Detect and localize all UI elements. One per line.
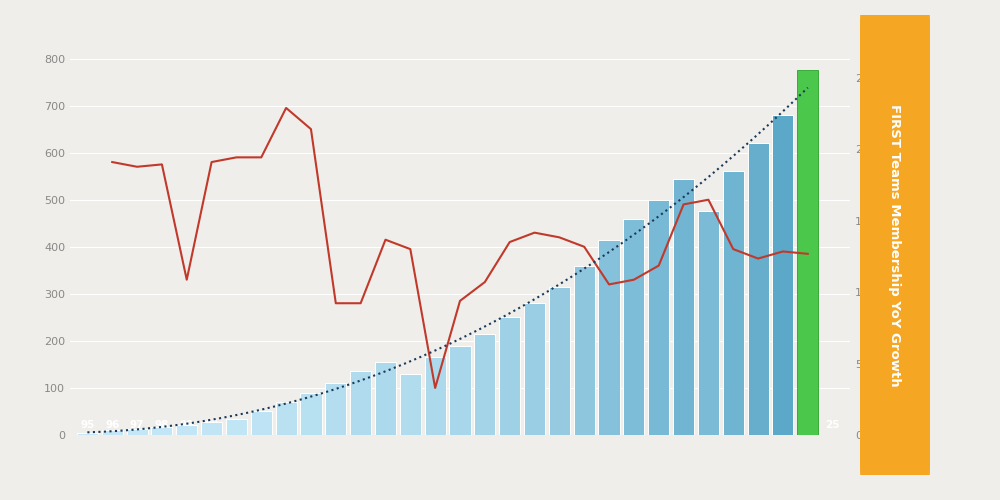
Bar (176, 424, 197, 435)
% (131, 164, 143, 170)
Bar (524, 303, 545, 435)
Bar (276, 402, 297, 435)
Bar (598, 240, 620, 435)
Bar (748, 143, 769, 435)
% (504, 239, 516, 245)
% (255, 154, 267, 160)
% (578, 244, 590, 250)
Poly. (Year) (734, 147, 746, 153)
% (230, 154, 242, 160)
% (404, 246, 416, 252)
% (454, 298, 466, 304)
% (529, 230, 541, 235)
Poly. (Year) (522, 300, 534, 306)
Bar (226, 418, 247, 435)
% (330, 300, 342, 306)
% (702, 196, 714, 202)
FancyBboxPatch shape (860, 1, 930, 489)
% (280, 105, 292, 111)
Bar (102, 430, 123, 435)
Bar (251, 412, 272, 435)
Text: FIRST Teams Membership YoY Growth: FIRST Teams Membership YoY Growth (889, 104, 902, 387)
Bar (797, 70, 818, 435)
Bar (698, 212, 719, 435)
% (628, 276, 640, 282)
% (156, 162, 168, 168)
% (653, 262, 665, 268)
Poly. (Year) (689, 186, 701, 192)
% (305, 126, 317, 132)
Poly. (Year) (84, 430, 96, 436)
Bar (127, 429, 148, 435)
Bar (151, 426, 172, 435)
Line: %: % (112, 108, 808, 388)
Bar (648, 200, 669, 435)
Bar (375, 362, 396, 435)
Poly. (Year) (508, 308, 520, 314)
% (802, 251, 814, 257)
Bar (77, 432, 98, 435)
Bar (499, 318, 520, 435)
% (727, 246, 739, 252)
Bar (673, 178, 694, 435)
% (752, 256, 764, 262)
% (479, 279, 491, 285)
% (206, 159, 218, 165)
% (355, 300, 367, 306)
Bar (400, 374, 421, 435)
Bar (723, 172, 744, 435)
Bar (449, 346, 471, 435)
Poly. (Year) (510, 306, 522, 312)
Poly. (Year) (802, 84, 814, 90)
% (678, 202, 690, 207)
% (429, 385, 441, 391)
Bar (425, 358, 446, 435)
Line: Poly. (Year): Poly. (Year) (87, 88, 808, 432)
Bar (772, 115, 793, 435)
% (379, 236, 391, 242)
Bar (300, 392, 322, 435)
% (553, 234, 565, 240)
Bar (549, 287, 570, 435)
% (777, 248, 789, 254)
Bar (474, 334, 495, 435)
% (603, 282, 615, 288)
Bar (201, 422, 222, 435)
Bar (574, 266, 595, 435)
Poly. (Year) (81, 430, 93, 436)
Bar (325, 383, 346, 435)
% (181, 276, 193, 282)
Bar (350, 372, 371, 435)
Bar (623, 218, 644, 435)
% (106, 159, 118, 165)
